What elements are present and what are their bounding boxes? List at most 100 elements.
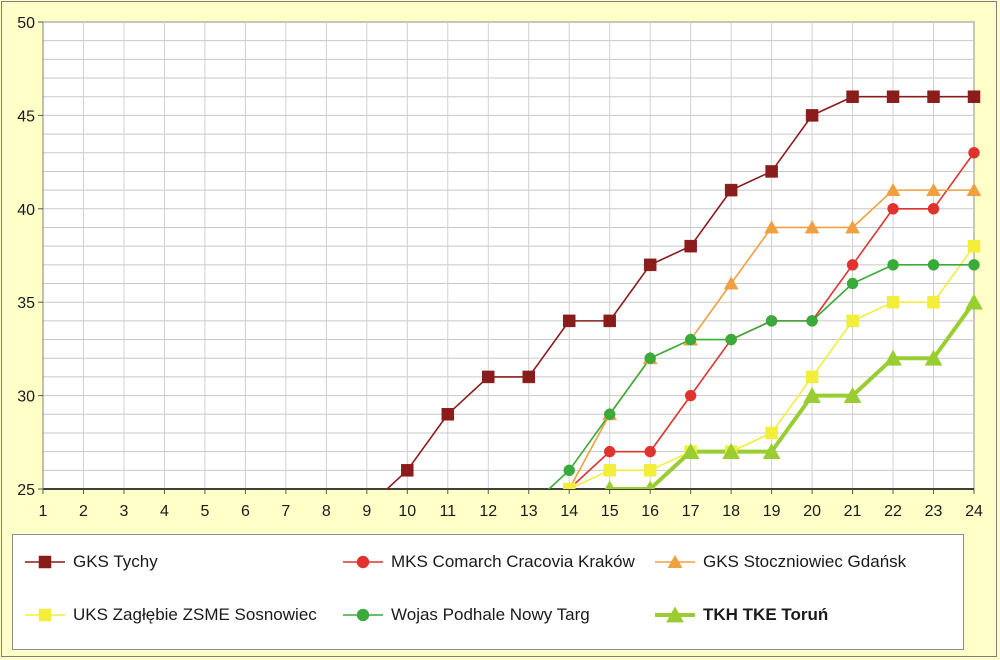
data-point	[764, 220, 780, 234]
legend: GKS Tychy MKS Comarch Cracovia Kraków GKS …	[12, 534, 964, 650]
data-point	[927, 90, 940, 103]
legend-marker	[356, 608, 370, 622]
x-tick-label: 13	[520, 503, 538, 520]
data-point	[804, 220, 820, 234]
x-tick-label: 19	[763, 503, 781, 520]
data-point	[845, 220, 860, 234]
x-tick-label: 9	[362, 503, 371, 520]
data-point	[723, 276, 739, 290]
series-line	[385, 95, 974, 489]
legend-item: GKS Stoczniowiec Gdańsk	[655, 550, 906, 574]
data-point	[604, 480, 615, 489]
data-point	[603, 408, 616, 421]
legend-swatch	[343, 608, 383, 622]
data-point	[644, 445, 656, 458]
data-point	[887, 203, 899, 215]
legend-swatch	[655, 606, 695, 623]
data-point	[885, 182, 901, 197]
data-point	[884, 349, 902, 366]
legend-item: TKH TKE Toruń	[655, 603, 828, 627]
x-tick-label: 11	[439, 503, 456, 520]
data-point	[968, 147, 980, 159]
legend-label: GKS Stoczniowiec Gdańsk	[703, 552, 907, 571]
y-tick-label: 35	[17, 295, 35, 312]
x-tick-label: 3	[120, 503, 129, 520]
x-tick-label: 14	[560, 503, 578, 520]
data-point	[722, 443, 741, 460]
legend-marker	[38, 608, 52, 622]
x-tick-label: 10	[398, 503, 416, 520]
x-tick-label: 23	[925, 503, 943, 520]
x-tick-label: 7	[281, 503, 290, 520]
series-line	[609, 301, 976, 489]
x-tick-label: 16	[641, 503, 659, 520]
x-tick-label: 24	[965, 503, 983, 520]
data-point	[645, 480, 655, 489]
y-tick-label: 50	[17, 15, 35, 32]
legend-marker	[356, 555, 370, 569]
x-tick-label: 18	[722, 503, 740, 520]
x-tick-label: 1	[39, 503, 48, 520]
data-point	[603, 445, 616, 458]
data-point	[886, 295, 900, 309]
legend-swatch	[25, 608, 65, 622]
legend-label: Wojas Podhale Nowy Targ	[391, 605, 590, 624]
data-point	[806, 315, 818, 327]
data-point	[805, 109, 819, 122]
data-point	[643, 464, 657, 477]
data-point	[846, 277, 859, 290]
y-tick-label: 30	[17, 389, 35, 406]
legend-label: TKH TKE Toruń	[703, 605, 829, 624]
legend-marker	[667, 554, 683, 568]
data-point	[562, 314, 576, 328]
data-point	[482, 370, 495, 384]
data-point	[684, 333, 697, 346]
data-point	[924, 349, 943, 366]
legend-swatch	[25, 555, 65, 569]
data-point	[846, 259, 859, 271]
data-point	[968, 259, 980, 271]
legend-item: MKS Comarch Cracovia Kraków	[343, 550, 635, 574]
x-tick-label: 2	[79, 503, 88, 520]
data-point	[886, 90, 900, 103]
data-point	[846, 90, 859, 103]
data-point	[765, 165, 778, 178]
data-point	[805, 370, 819, 384]
legend-label: GKS Tychy	[73, 552, 158, 571]
x-tick-label: 22	[884, 503, 902, 520]
x-tick-label: 6	[241, 503, 250, 520]
data-point	[724, 183, 738, 197]
x-tick-label: 17	[682, 503, 700, 520]
data-point	[967, 90, 981, 103]
x-tick-label: 4	[160, 503, 169, 520]
data-point	[441, 408, 455, 421]
legend-item: Wojas Podhale Nowy Targ	[343, 603, 590, 627]
series-lines	[385, 95, 976, 489]
data-point	[681, 443, 700, 460]
data-point	[887, 259, 899, 271]
legend-item: GKS Tychy	[25, 550, 158, 574]
data-point	[927, 295, 940, 309]
data-point	[843, 386, 862, 403]
data-point	[644, 352, 656, 364]
legend-marker	[666, 606, 684, 623]
legend-label: MKS Comarch Cracovia Kraków	[391, 552, 635, 571]
data-point	[765, 426, 778, 440]
legend-item: UKS Zagłębie ZSME Sosnowiec	[25, 603, 317, 627]
data-point	[522, 370, 535, 384]
data-point	[927, 203, 940, 215]
x-tick-label: 5	[200, 503, 209, 520]
x-tick-label: 21	[844, 503, 862, 520]
data-point	[765, 315, 778, 327]
data-point	[926, 182, 941, 197]
data-point	[603, 314, 616, 328]
legend-swatch	[655, 554, 695, 568]
data-point	[762, 443, 781, 460]
data-point	[965, 293, 983, 310]
x-tick-label: 12	[479, 503, 497, 520]
data-point	[563, 464, 575, 477]
legend-label: UKS Zagłębie ZSME Sosnowiec	[73, 605, 317, 624]
legend-swatch	[343, 555, 383, 569]
